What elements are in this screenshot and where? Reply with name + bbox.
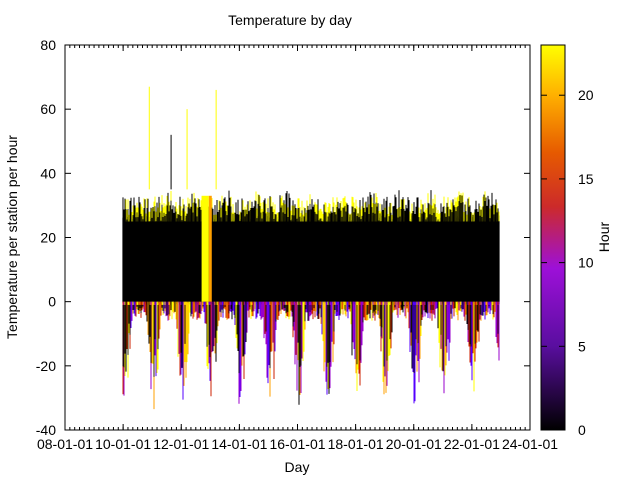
chart-title: Temperature by day xyxy=(228,12,352,28)
y-tick-label: 40 xyxy=(40,165,56,181)
y-tick-label: 60 xyxy=(40,101,56,117)
y-tick-label: -20 xyxy=(36,358,56,374)
x-tick-label: 14-01-01 xyxy=(211,436,267,452)
y-tick-label: 20 xyxy=(40,230,56,246)
x-tick-label: 22-01-01 xyxy=(444,436,500,452)
colorbar-title: Hour xyxy=(596,221,612,252)
colorbar xyxy=(540,44,566,431)
data-layer xyxy=(122,86,500,410)
x-tick-label: 10-01-01 xyxy=(95,436,151,452)
colorbar-tick-label: 15 xyxy=(578,171,594,187)
y-tick-label: -40 xyxy=(36,422,56,438)
data-anomaly-block xyxy=(201,195,209,302)
x-tick-label: 12-01-01 xyxy=(153,436,209,452)
x-axis: 08-01-01 10-01-01 12-01-01 14-01-01 16-01-01… xyxy=(37,45,558,452)
colorbar-tick-label: 10 xyxy=(578,255,594,271)
x-axis-title: Day xyxy=(285,459,310,475)
y-tick-label: 80 xyxy=(40,37,56,53)
x-tick-label: 24-01-01 xyxy=(502,436,558,452)
x-tick-label: 08-01-01 xyxy=(37,436,93,452)
colorbar-tick-label: 20 xyxy=(578,87,594,103)
y-axis-title: Temperature per station per hour xyxy=(4,135,20,339)
x-tick-label: 18-01-01 xyxy=(328,436,384,452)
colorbar-tick-label: 0 xyxy=(578,422,586,438)
colorbar-ticks: 0 5 10 15 20 xyxy=(541,87,594,438)
x-tick-label: 20-01-01 xyxy=(386,436,442,452)
data-anomaly-block xyxy=(208,195,212,302)
y-tick-label: 0 xyxy=(48,294,56,310)
x-tick-label: 16-01-01 xyxy=(269,436,325,452)
colorbar-tick-label: 5 xyxy=(578,338,586,354)
y-axis: -40 -20 0 20 40 60 80 xyxy=(36,37,530,438)
